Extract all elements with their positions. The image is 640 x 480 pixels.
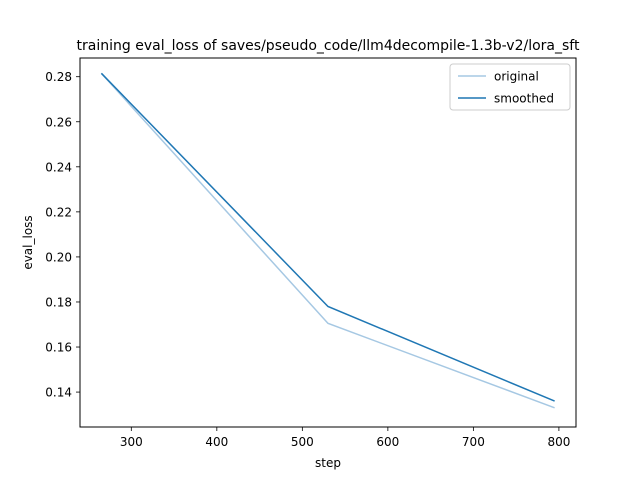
x-tick-label: 600 — [376, 435, 399, 449]
y-tick-label: 0.28 — [45, 70, 72, 84]
x-tick-label: 300 — [120, 435, 143, 449]
chart-title: training eval_loss of saves/pseudo_code/… — [77, 38, 580, 54]
y-axis-label: eval_loss — [21, 215, 35, 269]
series-line-original — [100, 72, 555, 409]
y-tick-label: 0.16 — [45, 341, 72, 355]
legend-label-smoothed: smoothed — [494, 92, 554, 106]
legend-label-original: original — [494, 70, 539, 84]
x-tick-label: 700 — [462, 435, 485, 449]
y-tick-label: 0.22 — [45, 205, 72, 219]
y-tick-label: 0.14 — [45, 386, 72, 400]
x-tick-label: 500 — [291, 435, 314, 449]
y-tick-label: 0.24 — [45, 160, 72, 174]
y-tick-label: 0.20 — [45, 250, 72, 264]
y-tick-label: 0.26 — [45, 115, 72, 129]
x-tick-label: 400 — [205, 435, 228, 449]
x-axis-ticks: 300 400 500 600 700 800 — [120, 427, 570, 449]
x-tick-label: 800 — [547, 435, 570, 449]
y-tick-label: 0.18 — [45, 295, 72, 309]
plot-lines — [100, 72, 555, 409]
x-axis-label: step — [315, 456, 341, 470]
legend: original smoothed — [449, 63, 571, 111]
y-axis-ticks: 0.14 0.16 0.18 0.20 0.22 0.24 0.26 0.28 — [45, 70, 80, 400]
axes-frame — [79, 57, 577, 428]
series-line-smoothed — [100, 72, 555, 402]
